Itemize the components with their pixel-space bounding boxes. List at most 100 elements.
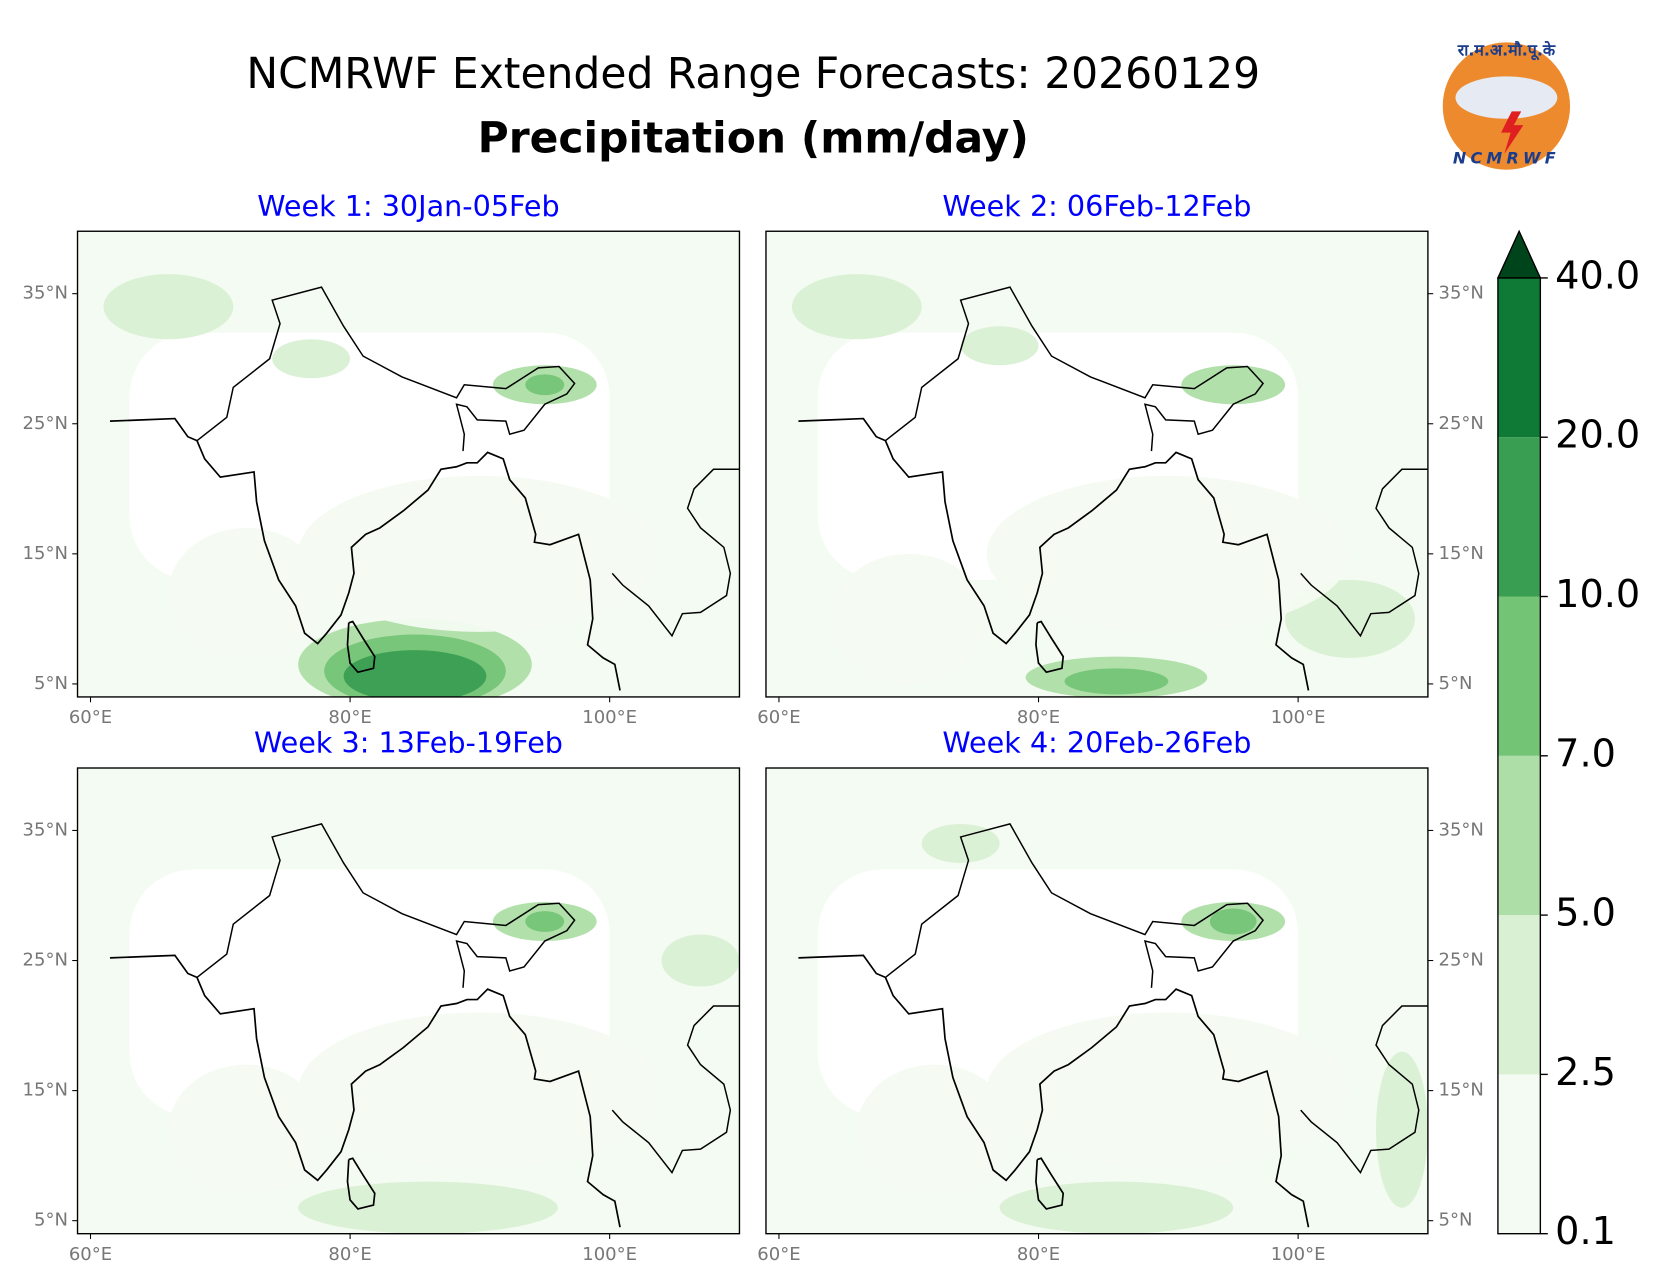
precip-area xyxy=(960,326,1039,366)
border xyxy=(196,823,576,988)
map-content xyxy=(109,823,740,1234)
x-tick-label: 60°E xyxy=(69,1244,112,1265)
y-tick-label: 5°N xyxy=(34,1210,68,1231)
x-tick-label: 100°E xyxy=(1271,707,1326,728)
logo: रा.म.अ.मौ.पू.के NCMRWF xyxy=(1442,40,1571,170)
map-content xyxy=(103,274,740,697)
colorbar-label: 20.0 xyxy=(1555,414,1640,458)
y-tick-label: 15°N xyxy=(23,1080,68,1101)
precip-area xyxy=(298,475,662,632)
island xyxy=(1035,620,1065,674)
y-tick-label: 5°N xyxy=(1439,673,1473,694)
y-tick-label: 25°N xyxy=(23,413,68,434)
x-tick-label: 100°E xyxy=(582,707,637,728)
y-tick-label: 35°N xyxy=(23,819,68,840)
colorbar-label: 40.0 xyxy=(1555,254,1640,298)
border xyxy=(196,286,576,452)
y-tick-label: 25°N xyxy=(1439,413,1484,434)
panel-title: Week 2: 06Feb-12Feb xyxy=(942,189,1251,223)
colorbar-segment xyxy=(1497,437,1541,597)
colorbar-segment xyxy=(1497,915,1541,1075)
map-content xyxy=(791,274,1428,697)
x-tick-label: 60°E xyxy=(69,707,112,728)
precip-area xyxy=(661,934,740,987)
colorbar-extend xyxy=(1496,229,1542,279)
coastline xyxy=(1300,468,1428,638)
precip-area xyxy=(999,1181,1234,1234)
map-content xyxy=(798,823,1428,1234)
figure-title: NCMRWF Extended Range Forecasts: 2026012… xyxy=(246,50,1260,99)
colorbar-segment xyxy=(1497,596,1541,756)
precip-area xyxy=(791,274,922,340)
figure-subtitle: Precipitation (mm/day) xyxy=(478,115,1029,164)
x-tick-label: 80°E xyxy=(1017,707,1060,728)
x-tick-label: 80°E xyxy=(328,707,371,728)
panel-title: Week 1: 30Jan-05Feb xyxy=(257,189,559,223)
map-panel: Week 3: 13Feb-19Feb 60°E 80°E 100°E 35°N 25°N… xyxy=(23,726,741,1265)
colorbar-label: 2.5 xyxy=(1555,1051,1616,1095)
map-frame xyxy=(76,230,741,698)
border xyxy=(884,286,1265,452)
y-tick-label: 15°N xyxy=(1439,543,1484,564)
logo-text: NCMRWF xyxy=(1453,149,1560,168)
panel-title: Week 4: 20Feb-26Feb xyxy=(942,726,1251,760)
y-tick-label: 25°N xyxy=(1439,950,1484,971)
colorbar-label: 7.0 xyxy=(1555,732,1616,776)
coastline xyxy=(611,1005,740,1174)
precip-area xyxy=(921,823,1000,863)
map-frame xyxy=(765,230,1429,698)
precip-area xyxy=(525,911,565,932)
x-tick-label: 60°E xyxy=(757,1244,800,1265)
x-tick-label: 100°E xyxy=(1271,1244,1326,1265)
x-tick-label: 80°E xyxy=(1017,1244,1060,1265)
y-tick-label: 35°N xyxy=(1439,819,1484,840)
precip-area xyxy=(168,527,325,658)
colorbar-segment xyxy=(1497,277,1541,438)
y-tick-label: 35°N xyxy=(23,283,68,304)
y-tick-label: 5°N xyxy=(1439,1210,1473,1231)
colorbar-label: 0.1 xyxy=(1555,1210,1616,1254)
colorbar-label: 10.0 xyxy=(1555,573,1640,617)
map-frame xyxy=(76,767,741,1235)
island xyxy=(1035,1157,1065,1210)
map-panel: Week 1: 30Jan-05Feb 60°E 80°E 100°E 35°N 25°N… xyxy=(23,189,741,728)
map-frame xyxy=(765,767,1429,1235)
precip-area xyxy=(1064,668,1169,695)
coastline xyxy=(798,954,1310,1228)
y-tick-label: 15°N xyxy=(1439,1080,1484,1101)
logo-cloud xyxy=(1455,76,1558,119)
precip-area xyxy=(1285,579,1415,658)
panel-title: Week 3: 13Feb-19Feb xyxy=(254,726,563,760)
map-panel: Week 2: 06Feb-12Feb 60°E 80°E 100°E 35°N 25°N… xyxy=(757,189,1484,728)
colorbar-segment xyxy=(1497,755,1541,916)
logo-hindi: रा.म.अ.मौ.पू.के xyxy=(1457,40,1556,60)
x-tick-label: 80°E xyxy=(328,1244,371,1265)
precip-area xyxy=(298,1012,662,1169)
x-tick-label: 100°E xyxy=(582,1244,637,1265)
colorbar-label: 5.0 xyxy=(1555,892,1616,936)
y-tick-label: 15°N xyxy=(23,543,68,564)
precip-area xyxy=(986,1012,1351,1169)
island xyxy=(346,620,376,674)
coastline xyxy=(109,417,621,691)
map-panel: Week 4: 20Feb-26Feb 60°E 80°E 100°E 35°N 25°N… xyxy=(757,726,1484,1265)
y-tick-label: 5°N xyxy=(34,673,68,694)
y-tick-label: 35°N xyxy=(1439,283,1484,304)
precip-area xyxy=(1209,908,1257,935)
coastline xyxy=(798,417,1310,691)
colorbar-segment xyxy=(1497,1074,1541,1234)
x-tick-label: 60°E xyxy=(757,707,800,728)
precip-area xyxy=(830,553,987,684)
y-tick-label: 25°N xyxy=(23,950,68,971)
precip-area xyxy=(298,1181,558,1234)
coastline xyxy=(109,954,621,1228)
precip-area xyxy=(1375,1051,1428,1208)
precip-area xyxy=(343,650,487,697)
precip-area xyxy=(856,1064,1013,1195)
island xyxy=(346,1157,376,1210)
precip-area xyxy=(986,475,1351,632)
precip-area xyxy=(168,1064,325,1195)
coastline xyxy=(611,468,740,638)
precip-area xyxy=(272,339,351,379)
